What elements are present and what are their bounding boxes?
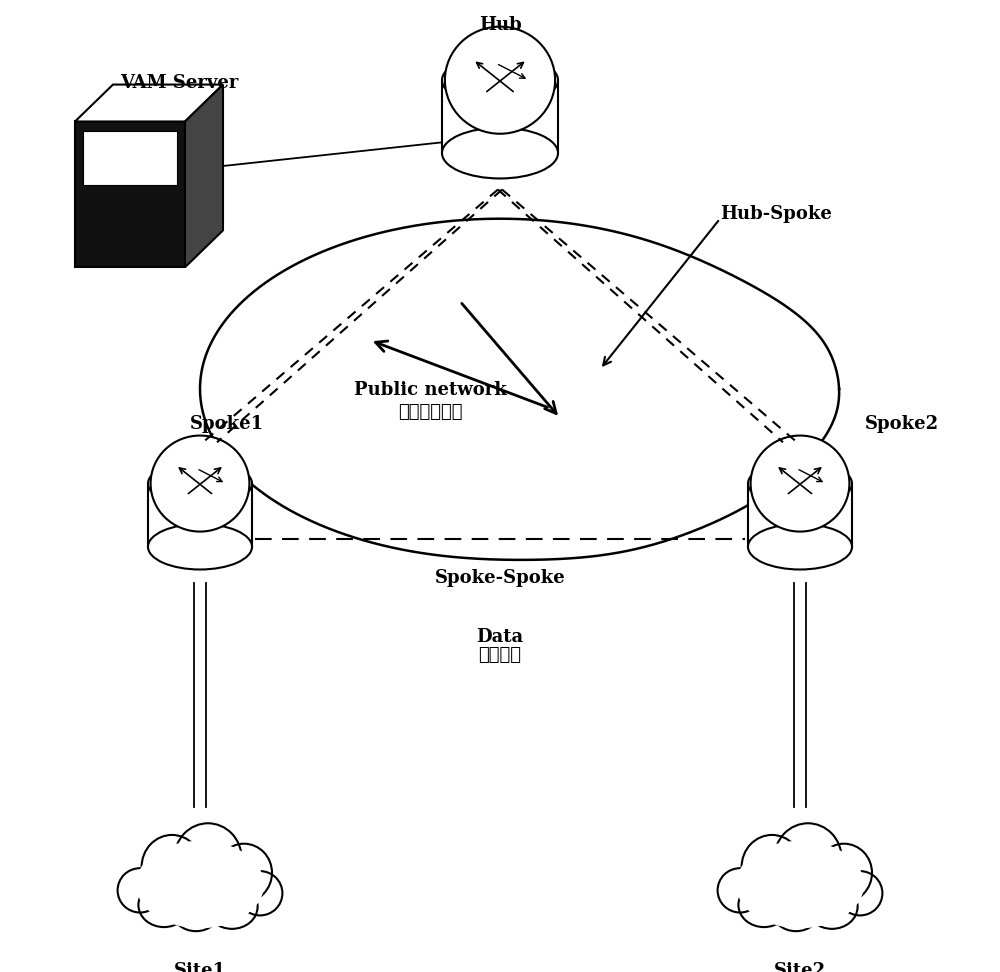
Text: Hub: Hub xyxy=(479,16,521,34)
Ellipse shape xyxy=(718,868,762,913)
Ellipse shape xyxy=(748,461,852,506)
Ellipse shape xyxy=(142,835,202,899)
Ellipse shape xyxy=(148,524,252,570)
Ellipse shape xyxy=(774,823,842,893)
Text: Hub-Spoke: Hub-Spoke xyxy=(720,205,832,223)
Polygon shape xyxy=(200,219,839,560)
Ellipse shape xyxy=(442,127,558,179)
Ellipse shape xyxy=(738,883,790,927)
Text: Spoke2: Spoke2 xyxy=(865,414,939,433)
Text: Spoke1: Spoke1 xyxy=(190,414,264,433)
Ellipse shape xyxy=(172,890,220,931)
Ellipse shape xyxy=(138,883,190,927)
Polygon shape xyxy=(185,85,223,267)
Ellipse shape xyxy=(442,54,558,106)
Text: Data: Data xyxy=(476,628,524,646)
Circle shape xyxy=(151,435,249,532)
Ellipse shape xyxy=(174,823,242,893)
Polygon shape xyxy=(75,122,185,267)
Ellipse shape xyxy=(200,219,800,559)
Bar xyxy=(148,484,252,546)
Ellipse shape xyxy=(216,844,272,902)
Bar xyxy=(83,131,177,185)
Ellipse shape xyxy=(736,841,864,928)
Circle shape xyxy=(445,26,555,134)
Text: （公共网络）: （公共网络） xyxy=(398,403,462,422)
Ellipse shape xyxy=(148,461,252,506)
Circle shape xyxy=(751,435,849,532)
Ellipse shape xyxy=(748,524,852,570)
Ellipse shape xyxy=(238,871,282,916)
Polygon shape xyxy=(75,85,223,122)
Bar xyxy=(748,484,852,546)
Ellipse shape xyxy=(742,835,802,899)
Ellipse shape xyxy=(118,868,162,913)
Text: VAM Server: VAM Server xyxy=(120,74,238,92)
Text: Site1: Site1 xyxy=(174,962,226,972)
Text: Site2: Site2 xyxy=(774,962,826,972)
Ellipse shape xyxy=(136,841,264,928)
Ellipse shape xyxy=(806,885,858,929)
Bar xyxy=(442,81,558,153)
Ellipse shape xyxy=(206,885,258,929)
Text: Spoke-Spoke: Spoke-Spoke xyxy=(435,570,565,587)
Ellipse shape xyxy=(838,871,882,916)
Ellipse shape xyxy=(816,844,872,902)
Text: （数据）: （数据） xyxy=(479,646,522,665)
Ellipse shape xyxy=(772,890,820,931)
Text: Public network: Public network xyxy=(354,380,506,399)
